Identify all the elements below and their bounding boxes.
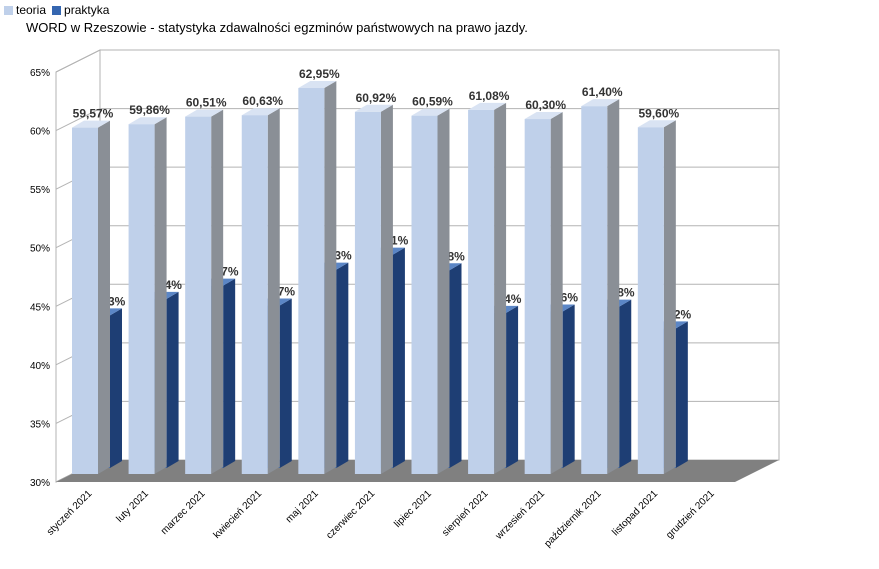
- bar-side-teoria: [98, 120, 110, 474]
- x-tick-label: styczeń 2021: [45, 488, 95, 538]
- legend: teoria praktyka: [4, 2, 115, 18]
- bar-side-praktyka: [110, 308, 122, 468]
- legend-swatch-teoria: [4, 5, 13, 15]
- x-tick-label: wrzesień 2021: [493, 488, 547, 542]
- bar-side-teoria: [663, 120, 676, 474]
- bar-teoria: [72, 127, 98, 474]
- bar-top-teoria: [581, 99, 620, 107]
- x-tick-label: maj 2021: [284, 488, 321, 525]
- data-label-teoria: 61,08%: [469, 89, 510, 103]
- x-tick-label: czerwiec 2021: [324, 488, 377, 541]
- gridline-side: [55, 108, 101, 132]
- legend-item-praktyka: praktyka: [52, 3, 109, 17]
- x-tick-label: luty 2021: [115, 488, 152, 525]
- bar-side-praktyka: [392, 247, 405, 468]
- bar-side-praktyka: [506, 305, 519, 468]
- bar-side-teoria: [380, 104, 393, 475]
- x-tick-label: grudzień 2021: [664, 488, 717, 541]
- bar-side-teoria: [607, 99, 620, 475]
- bar-teoria: [241, 115, 268, 474]
- x-tick-label: marzec 2021: [159, 488, 208, 537]
- y-tick-label: 30%: [30, 478, 50, 489]
- y-tick-label: 55%: [30, 185, 50, 196]
- bar-teoria: [128, 124, 155, 474]
- x-tick-label: kwiecień 2021: [212, 488, 265, 541]
- bar-top-teoria: [72, 120, 110, 128]
- x-tick-label: październik 2021: [542, 488, 604, 550]
- data-label-teoria: 61,40%: [582, 85, 623, 99]
- bar-top-teoria: [354, 104, 393, 112]
- x-tick-label: listopad 2021: [610, 488, 660, 538]
- data-label-teoria: 60,30%: [525, 98, 566, 112]
- bar-teoria: [298, 88, 325, 474]
- bar-side-praktyka: [449, 263, 462, 468]
- bar-side-praktyka: [279, 298, 292, 468]
- bar-top-teoria: [411, 108, 450, 116]
- bar-side-praktyka: [675, 321, 688, 468]
- data-label-teoria: 62,95%: [299, 67, 340, 81]
- bar-top-teoria: [468, 102, 507, 110]
- data-label-teoria: 60,63%: [242, 94, 283, 108]
- y-tick-label: 45%: [30, 302, 50, 313]
- bar-side-teoria: [494, 102, 507, 475]
- bar-side-praktyka: [619, 299, 632, 468]
- bar-teoria: [637, 127, 664, 474]
- bar-side-praktyka: [166, 291, 179, 468]
- bar-side-praktyka: [336, 262, 349, 468]
- gridline-side: [55, 49, 101, 73]
- y-tick-label: 40%: [30, 361, 50, 372]
- x-tick-label: lipiec 2021: [392, 488, 434, 530]
- bar-side-teoria: [437, 108, 450, 474]
- legend-swatch-praktyka: [52, 5, 62, 15]
- data-label-teoria: 60,92%: [356, 91, 397, 105]
- y-tick-label: 50%: [30, 244, 50, 255]
- data-label-teoria: 59,60%: [638, 106, 679, 120]
- bar-side-praktyka: [223, 278, 236, 468]
- y-tick-label: 65%: [30, 68, 50, 79]
- bar-top-teoria: [128, 117, 167, 125]
- data-label-teoria: 59,57%: [73, 107, 114, 121]
- legend-item-teoria: teoria: [4, 3, 46, 17]
- bar-side-teoria: [211, 109, 224, 475]
- legend-label-teoria: teoria: [16, 3, 47, 17]
- bar-top-teoria: [524, 112, 563, 120]
- bar-top-teoria: [241, 108, 280, 116]
- x-tick-label: sierpień 2021: [440, 488, 491, 539]
- legend-label-praktyka: praktyka: [64, 3, 110, 17]
- bar-teoria: [468, 109, 495, 475]
- bar-teoria: [524, 119, 551, 475]
- bar-teoria: [411, 115, 438, 474]
- y-tick-label: 60%: [30, 127, 50, 138]
- bar-top-teoria: [637, 120, 676, 128]
- bar-side-praktyka: [562, 304, 575, 468]
- data-label-teoria: 60,51%: [186, 96, 227, 110]
- chart-title: WORD w Rzeszowie - statystyka zdawalnośc…: [26, 20, 528, 35]
- bar-teoria: [354, 111, 381, 475]
- bar-side-teoria: [550, 112, 563, 475]
- bar-teoria: [185, 116, 212, 475]
- bar-side-teoria: [154, 117, 167, 474]
- bar-side-teoria: [324, 81, 337, 474]
- bar-top-teoria: [298, 81, 337, 89]
- data-label-teoria: 59,86%: [129, 103, 170, 117]
- bar-top-teoria: [185, 109, 224, 117]
- data-label-teoria: 60,59%: [412, 95, 453, 109]
- bar-teoria: [581, 106, 608, 475]
- y-tick-label: 35%: [30, 419, 50, 430]
- bar-side-teoria: [267, 108, 280, 474]
